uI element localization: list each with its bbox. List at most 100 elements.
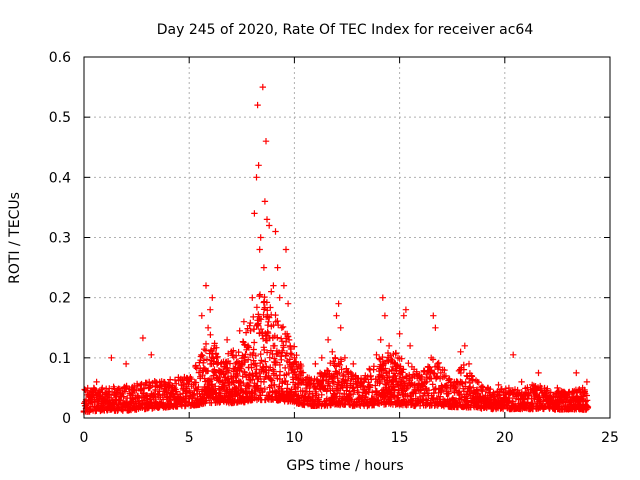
data-point <box>257 325 265 333</box>
data-point-peak <box>337 324 344 331</box>
data-point-peak <box>253 174 260 181</box>
data-point <box>113 391 120 398</box>
data-point <box>215 377 222 384</box>
data-point-peak <box>400 312 407 319</box>
data-point <box>332 355 339 362</box>
data-point-peak <box>223 336 231 343</box>
data-point <box>525 390 532 397</box>
data-point-peak <box>562 390 569 398</box>
x-tick-label: 10 <box>285 430 303 446</box>
data-point <box>447 385 454 393</box>
data-point <box>282 364 289 372</box>
data-point-peak <box>284 300 292 307</box>
data-point-peak <box>192 363 199 371</box>
data-point <box>347 369 354 377</box>
x-tick-label: 20 <box>496 430 514 446</box>
data-point-peak <box>568 393 576 401</box>
data-point-peak <box>211 342 218 349</box>
data-point <box>284 381 291 388</box>
data-point <box>274 317 281 325</box>
data-point <box>353 381 360 388</box>
data-point-peak <box>280 282 288 289</box>
data-point <box>263 299 271 306</box>
data-point <box>264 330 272 337</box>
data-point <box>441 366 448 374</box>
data-point <box>271 342 278 349</box>
data-point-peak <box>335 300 342 307</box>
y-tick-label: 0.5 <box>49 110 71 126</box>
data-point <box>315 396 322 403</box>
data-point <box>282 377 289 385</box>
data-point <box>238 387 246 395</box>
data-point-peak <box>204 324 212 331</box>
data-point-peak <box>177 375 184 383</box>
data-point-peak <box>263 216 271 223</box>
data-point <box>285 336 293 344</box>
data-points <box>80 83 592 416</box>
data-point <box>212 383 219 390</box>
data-point-peak <box>510 351 517 358</box>
data-point-peak <box>312 360 319 368</box>
data-point-peak <box>254 101 261 109</box>
data-point <box>583 397 591 404</box>
data-point-peak <box>518 378 525 386</box>
data-point <box>266 354 273 361</box>
data-point <box>268 377 276 384</box>
data-point <box>271 355 278 362</box>
data-point <box>203 356 211 363</box>
data-point-peak <box>120 384 128 392</box>
data-point <box>462 378 469 386</box>
data-point <box>91 385 98 392</box>
data-point <box>430 369 437 377</box>
data-point <box>264 307 271 314</box>
data-point-peak <box>583 378 591 386</box>
data-point <box>263 349 271 356</box>
data-point <box>267 304 274 311</box>
data-point <box>232 370 240 377</box>
data-point <box>435 364 443 371</box>
axis-ticks: 0 5 10 15 20 25 0 0.1 0.2 0.3 0.4 0.5 0.6 <box>49 50 619 446</box>
data-point-peak <box>442 372 450 380</box>
data-point <box>376 355 383 362</box>
data-point <box>388 356 395 363</box>
data-point <box>265 367 272 374</box>
y-tick-label: 0.4 <box>49 170 71 186</box>
data-point <box>405 360 412 367</box>
data-point-peak <box>291 354 298 361</box>
data-point <box>267 347 275 354</box>
data-point-peak <box>430 312 437 319</box>
data-point <box>547 389 554 396</box>
data-point <box>346 388 353 395</box>
data-point <box>214 353 221 360</box>
data-point <box>376 378 384 386</box>
data-point-peak <box>324 336 332 343</box>
data-point <box>261 385 268 393</box>
data-point <box>245 382 252 389</box>
data-point <box>298 362 305 370</box>
data-point <box>211 358 218 365</box>
data-point <box>429 381 436 388</box>
data-point <box>457 369 465 377</box>
data-point-peak <box>451 378 458 386</box>
data-point <box>340 371 347 378</box>
data-point-peak <box>244 342 252 349</box>
data-point-peak <box>257 234 264 241</box>
data-point <box>152 395 159 403</box>
x-tick-label: 0 <box>80 430 89 446</box>
data-point-peak <box>495 381 502 389</box>
data-point-peak <box>350 360 357 368</box>
data-point <box>466 383 474 390</box>
data-point <box>336 369 343 377</box>
data-point <box>278 356 285 363</box>
data-point <box>336 361 344 369</box>
data-point-peak <box>236 327 243 334</box>
data-point <box>349 391 357 398</box>
data-point-peak <box>249 294 256 301</box>
data-point-peak <box>329 348 336 355</box>
data-point <box>383 357 391 364</box>
data-point-peak <box>381 312 389 319</box>
data-point <box>276 368 284 375</box>
data-point-peak <box>573 369 580 377</box>
data-point-peak <box>240 318 248 325</box>
data-point-peak <box>87 387 94 395</box>
